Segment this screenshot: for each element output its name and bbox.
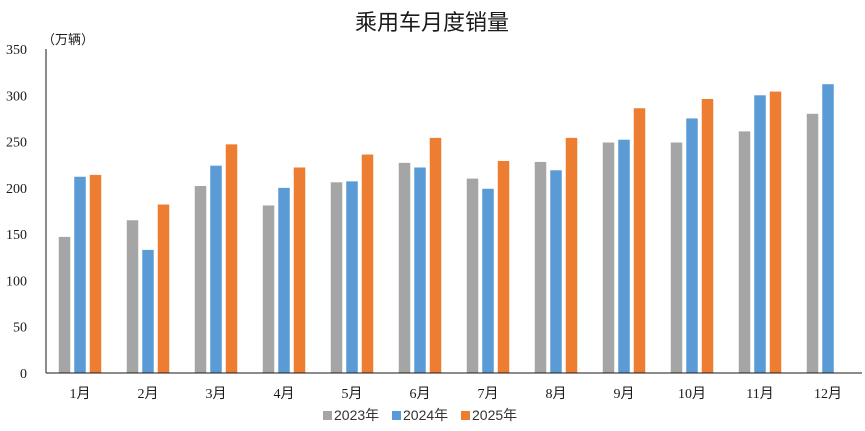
legend-swatch — [323, 411, 332, 420]
bar-2024年-5月 — [346, 181, 358, 373]
x-tick-label: 11月 — [746, 386, 773, 402]
y-tick-label: 250 — [6, 136, 27, 151]
x-tick-label: 10月 — [678, 386, 706, 402]
bar-2024年-12月 — [822, 84, 834, 374]
y-axis-unit-label: （万辆） — [42, 33, 94, 48]
bar-2023年-5月 — [330, 182, 343, 373]
bar-2024年-9月 — [618, 139, 630, 373]
y-tick-label: 100 — [6, 274, 27, 289]
chart-title: 乘用车月度销量 — [355, 11, 509, 36]
bars-group — [58, 84, 834, 374]
bar-2024年-3月 — [210, 165, 222, 373]
x-tick-label: 6月 — [410, 386, 431, 402]
bar-2024年-11月 — [754, 95, 766, 373]
bar-2025年-4月 — [293, 167, 306, 373]
legend: 2023年 2024年 2025年 — [323, 407, 517, 423]
bar-2025年-7月 — [497, 161, 510, 373]
x-tick-label: 3月 — [206, 386, 227, 402]
bar-2023年-4月 — [262, 205, 275, 373]
y-tick-label: 50 — [13, 321, 27, 336]
y-tick-label: 0 — [20, 367, 27, 382]
y-tick-label: 300 — [6, 89, 27, 104]
bar-2025年-6月 — [429, 137, 442, 373]
bar-2025年-5月 — [361, 154, 374, 373]
bar-2024年-4月 — [278, 187, 290, 373]
bar-2025年-11月 — [769, 91, 782, 373]
legend-label: 2023年 — [334, 407, 379, 423]
x-tick-label: 9月 — [614, 386, 635, 402]
bar-2023年-6月 — [398, 162, 411, 373]
bar-2023年-9月 — [602, 142, 615, 373]
bar-2023年-10月 — [670, 142, 683, 373]
y-axis: 0 50 100 150 200 250 300 350 — [6, 43, 47, 382]
legend-label: 2025年 — [472, 407, 517, 423]
bar-2023年-1月 — [58, 236, 71, 373]
bar-2023年-2月 — [126, 220, 139, 373]
x-tick-label: 1月 — [70, 386, 91, 402]
x-tick-label: 4月 — [274, 386, 295, 402]
bar-2024年-2月 — [142, 249, 154, 373]
x-tick-label: 7月 — [478, 386, 499, 402]
x-axis: 1月 2月 3月 4月 5月 6月 7月 8月 9月 10月 11月 12月 — [46, 372, 862, 402]
bar-2025年-10月 — [701, 98, 714, 374]
bar-2023年-8月 — [534, 161, 547, 373]
x-tick-label: 12月 — [814, 386, 842, 402]
bar-2024年-10月 — [686, 118, 698, 374]
y-tick-label: 150 — [6, 228, 27, 243]
bar-2024年-7月 — [482, 188, 494, 373]
bar-2025年-3月 — [225, 144, 238, 373]
bar-2025年-9月 — [633, 108, 646, 373]
bar-2024年-8月 — [550, 170, 562, 373]
bar-2025年-2月 — [157, 204, 170, 373]
legend-swatch — [461, 411, 470, 420]
bar-2023年-3月 — [194, 186, 207, 373]
bar-2023年-12月 — [806, 113, 819, 374]
y-tick-label: 200 — [6, 182, 27, 197]
x-tick-label: 5月 — [342, 386, 363, 402]
bar-2023年-11月 — [738, 131, 751, 373]
legend-label: 2024年 — [403, 407, 448, 423]
y-tick-label: 350 — [6, 43, 27, 58]
bar-2023年-7月 — [466, 178, 479, 373]
legend-swatch — [392, 411, 401, 420]
x-tick-label: 2月 — [138, 386, 159, 402]
bar-2025年-1月 — [89, 174, 102, 373]
x-tick-label: 8月 — [546, 386, 567, 402]
bar-2024年-1月 — [74, 176, 86, 373]
bar-2025年-8月 — [565, 137, 578, 373]
bar-2024年-6月 — [414, 167, 426, 373]
